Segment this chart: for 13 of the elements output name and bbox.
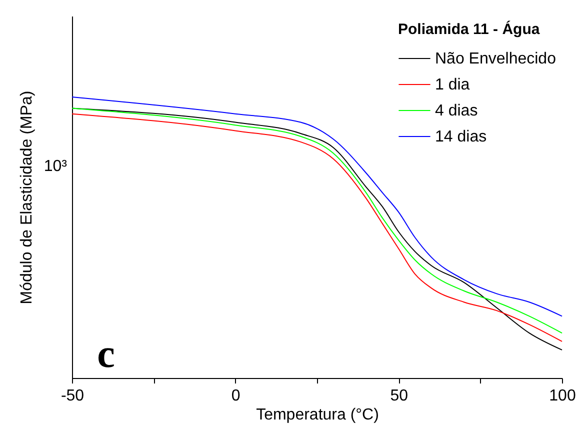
legend-title: Poliamida 11 - Água [398,20,540,38]
legend-label: 14 dias [435,128,487,146]
annotation: c [97,331,115,376]
x-axis-title: Temperatura (°C) [256,406,379,424]
x-tick-label: -50 [60,388,84,404]
y-axis-title: Módulo de Elasticidade (MPa) [18,90,36,304]
legend-label: 4 dias [435,102,478,120]
x-tick-label: 0 [231,388,240,404]
legend-label: Não Envelhecido [435,50,556,68]
x-tick-label: 50 [390,388,408,404]
text: 10³ [44,158,68,175]
x-tick-label: 100 [549,388,576,404]
legend-label: 1 dia [435,76,470,94]
